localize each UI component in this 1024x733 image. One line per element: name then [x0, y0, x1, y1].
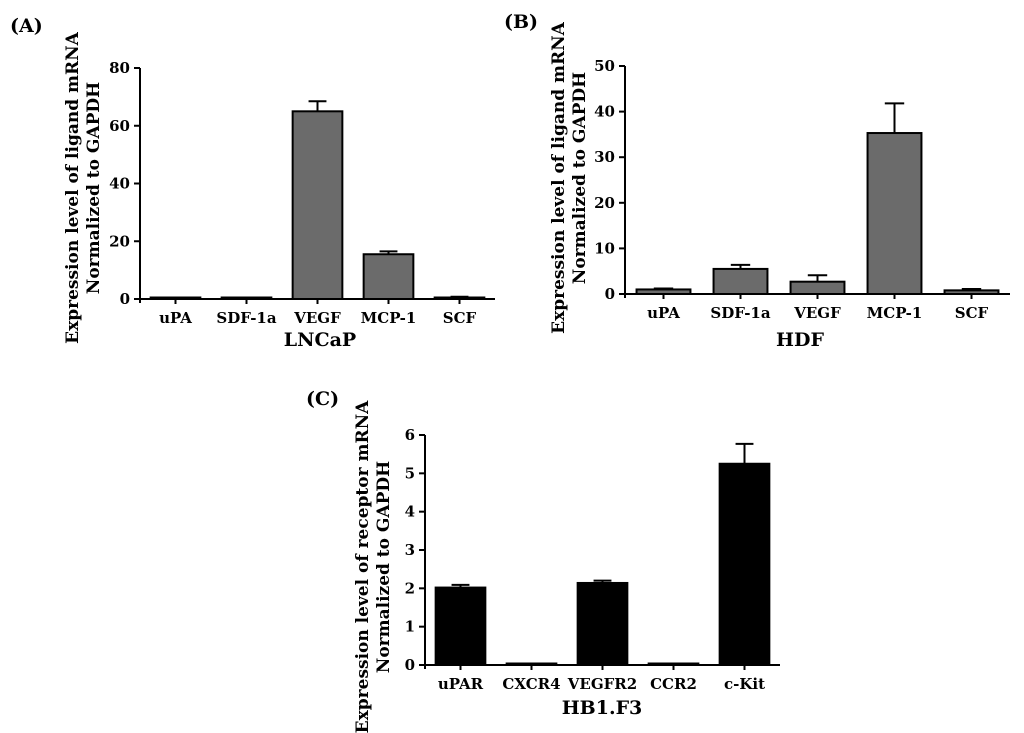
y-axis-title-line-1: Expression level of ligand mRNA [63, 31, 83, 344]
x-axis-title: LNCaP [284, 329, 356, 351]
y-tick-label: 4 [405, 503, 415, 521]
x-tick-label: SDF-1a [216, 309, 276, 327]
bar [220, 296, 273, 300]
y-tick-label: 0 [405, 656, 415, 674]
panel-label: (B) [504, 11, 538, 33]
plot-area: 0 20 40 60 80 uPA SDF-1a VEGF MCP-1 SCF [109, 59, 495, 327]
x-tick-label: VEGF [793, 304, 841, 322]
y-tick-label: 20 [594, 194, 615, 212]
bar [789, 280, 846, 295]
x-tick-label: uPA [159, 309, 192, 327]
bar [635, 288, 692, 296]
y-tick-label: 0 [120, 290, 130, 308]
x-tick-label: CCR2 [650, 675, 697, 693]
bar [576, 581, 629, 667]
x-tick-label: uPA [647, 304, 680, 322]
x-tick-label: uPAR [438, 675, 484, 693]
x-tick-label: VEGFR2 [567, 675, 637, 693]
x-tick-label: VEGF [293, 309, 341, 327]
bar [291, 110, 344, 300]
y-tick-label: 3 [405, 541, 415, 559]
x-axis-title: HDF [776, 329, 824, 351]
y-tick-label: 2 [405, 579, 415, 597]
y-tick-label: 6 [405, 426, 415, 444]
plot-area: 0 1 2 3 4 5 6 uPAR CXCR4 VEGFR2 CCR2 c-Kit [405, 426, 780, 693]
x-tick-label: SDF-1a [710, 304, 770, 322]
y-axis-title-line-2: Normalized to GAPDH [84, 82, 104, 294]
bar [149, 296, 202, 300]
panel-label: (C) [306, 388, 339, 410]
panel-b: (B) Expression level of ligand mRNA Norm… [504, 11, 1010, 351]
y-tick-label: 5 [405, 464, 415, 482]
y-axis-title: Expression level of receptor mRNA Normal… [353, 400, 394, 733]
bar [718, 462, 771, 666]
bar [433, 296, 486, 300]
x-tick-label: MCP-1 [361, 309, 417, 327]
bar [647, 662, 700, 666]
x-tick-label: CXCR4 [502, 675, 560, 693]
bar [943, 289, 1000, 295]
bar [505, 662, 558, 666]
y-axis-title-line-1: Expression level of receptor mRNA [353, 400, 373, 733]
panel-a: (A) Expression level of ligand mRNA Norm… [10, 15, 495, 351]
y-tick-label: 40 [109, 175, 130, 193]
y-tick-label: 30 [594, 148, 615, 166]
y-tick-label: 80 [109, 59, 130, 77]
x-tick-label: SCF [443, 309, 477, 327]
panel-label: (A) [10, 15, 43, 37]
y-tick-label: 20 [109, 232, 130, 250]
x-tick-label: MCP-1 [867, 304, 923, 322]
bar [866, 132, 923, 295]
x-tick-label: SCF [955, 304, 989, 322]
y-axis-title-line-2: Normalized to GAPDH [374, 461, 394, 673]
y-tick-label: 50 [594, 57, 615, 75]
bar [362, 253, 415, 300]
y-tick-label: 0 [605, 285, 615, 303]
y-axis-title-line-2: Normalized to GAPDH [570, 72, 590, 284]
bar [712, 267, 769, 296]
y-tick-label: 1 [405, 618, 415, 636]
panel-c: (C) Expression level of receptor mRNA No… [306, 388, 780, 733]
y-axis-title: Expression level of ligand mRNA Normaliz… [63, 31, 104, 344]
y-tick-label: 60 [109, 117, 130, 135]
bar [434, 586, 487, 666]
plot-area: 0 10 20 30 40 50 uPA SDF-1a VEGF MCP-1 SCF [594, 57, 1010, 322]
y-tick-label: 10 [594, 239, 615, 257]
x-axis-title: HB1.F3 [562, 697, 643, 719]
x-tick-label: c-Kit [724, 675, 765, 693]
y-tick-label: 40 [594, 103, 615, 121]
y-axis-title-line-1: Expression level of ligand mRNA [549, 21, 569, 334]
y-axis-title: Expression level of ligand mRNA Normaliz… [549, 21, 590, 334]
